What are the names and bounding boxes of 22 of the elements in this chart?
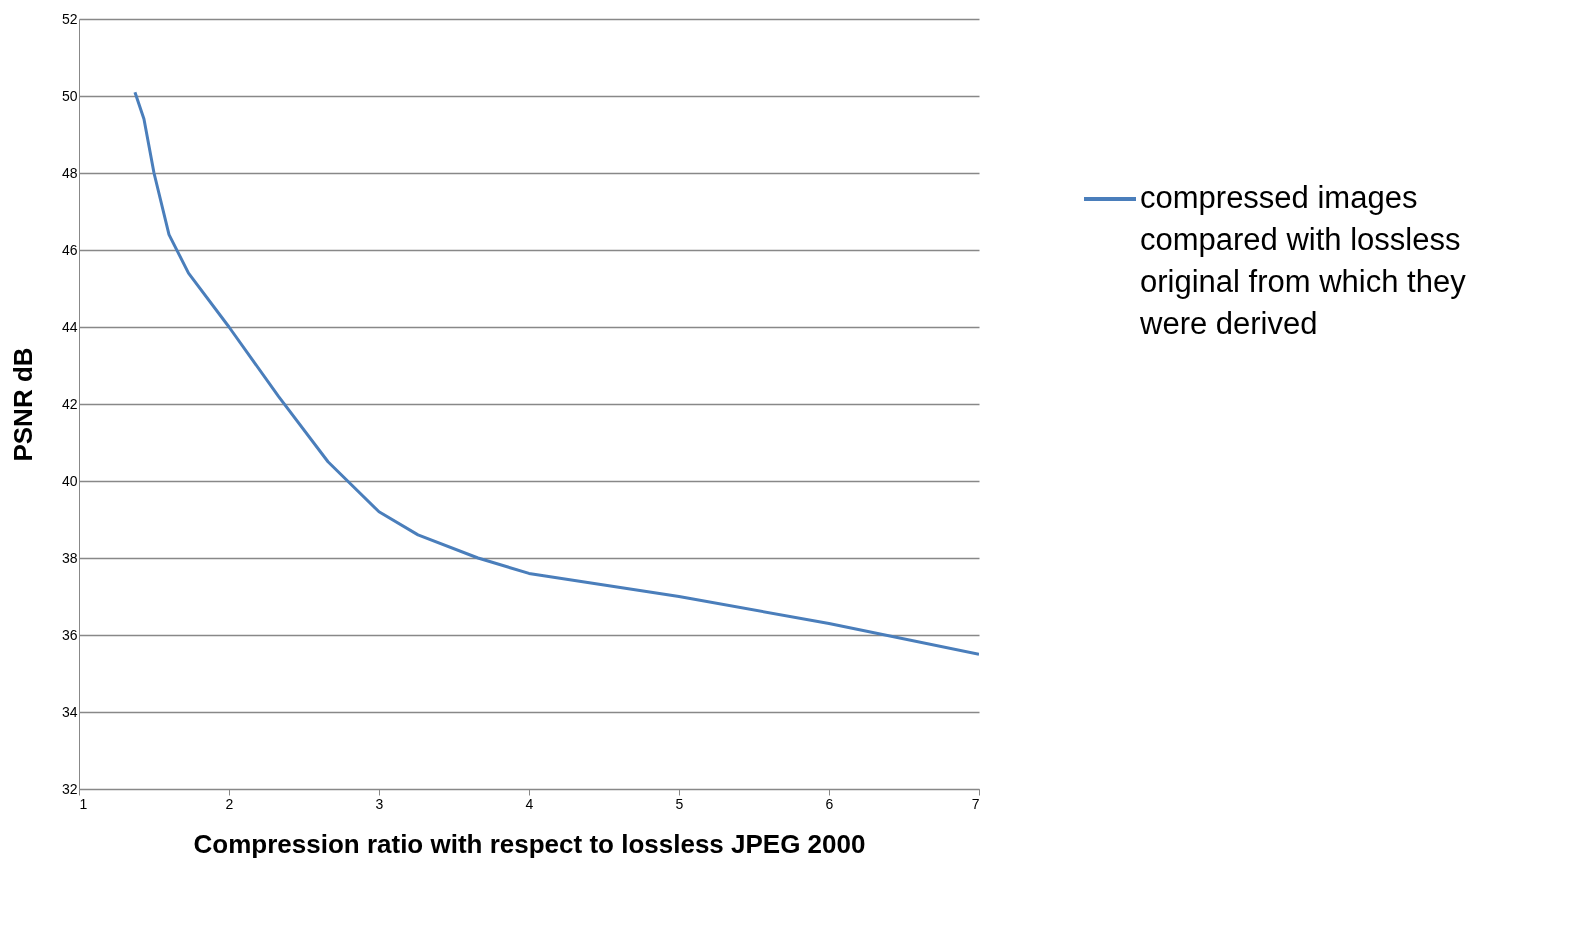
x-axis-title: Compression ratio with respect to lossless JPEG 2000: [193, 828, 866, 859]
y-tick-label: 48: [61, 164, 78, 181]
legend-label: compressed images compared with lossless original from which they were derived: [1139, 180, 1467, 341]
x-tick-label: 7: [971, 795, 980, 812]
y-axis-title: PSNR dB: [7, 347, 38, 462]
x-tick-label: 3: [375, 795, 384, 812]
y-tick-label: 38: [61, 549, 78, 566]
x-tick-label: 1: [79, 795, 88, 812]
y-tick-label: 32: [61, 780, 78, 797]
x-tick-label: 2: [225, 795, 234, 812]
y-tick-label: 46: [61, 241, 78, 258]
x-tick-label: 4: [525, 795, 534, 812]
y-tick-label: 52: [61, 10, 78, 27]
x-tick-label: 5: [675, 795, 684, 812]
y-tick-label: 50: [61, 87, 78, 104]
y-tick-label: 44: [61, 318, 78, 335]
y-tick-label: 34: [61, 703, 78, 720]
y-tick-label: 40: [61, 472, 78, 489]
y-tick-label: 42: [61, 395, 78, 412]
y-tick-label: 36: [61, 626, 78, 643]
x-tick-label: 6: [825, 795, 834, 812]
line-series: [133, 90, 979, 656]
